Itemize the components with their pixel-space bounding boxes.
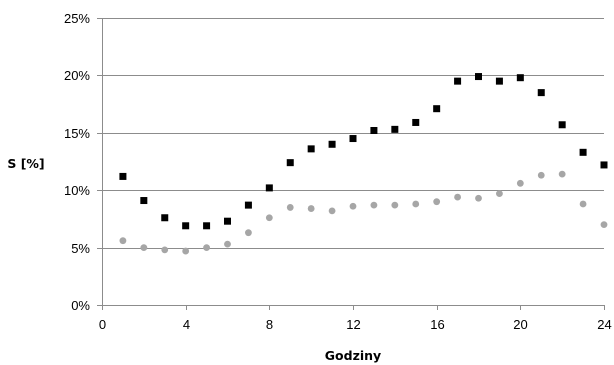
data-point-square <box>182 222 190 230</box>
data-point-circle <box>203 244 210 252</box>
y-tick-label: 20% <box>64 68 90 83</box>
data-point-square <box>244 201 252 209</box>
data-point-circle <box>161 246 169 254</box>
x-tick-label: 4 <box>183 317 190 332</box>
y-tick-label: 5% <box>71 241 90 256</box>
data-point-square <box>161 214 169 222</box>
data-point-square <box>600 161 608 169</box>
data-point-circle <box>140 244 148 252</box>
data-point-square <box>433 105 441 113</box>
x-tick-label: 16 <box>430 317 444 332</box>
data-point-square <box>391 125 399 133</box>
x-tick-label: 8 <box>266 317 273 332</box>
data-point-square <box>412 118 420 126</box>
data-point-circle <box>516 179 524 187</box>
data-point-square <box>119 172 127 180</box>
y-tick-labels: 0% 5% 10% 15% 20% 25% <box>64 11 90 313</box>
x-tick-labels: 0 4 8 12 16 20 24 <box>99 317 612 332</box>
data-point-circle <box>119 237 127 245</box>
data-point-circle <box>496 190 503 198</box>
y-tick-label: 0% <box>71 298 90 313</box>
data-point-circle <box>245 229 252 237</box>
data-point-square <box>537 89 545 97</box>
data-point-circle <box>433 198 441 206</box>
data-point-circle <box>286 204 294 211</box>
data-point-square <box>495 77 503 85</box>
data-point-square <box>307 145 315 153</box>
data-point-square <box>454 77 462 85</box>
data-points <box>119 73 608 255</box>
data-point-circle <box>328 207 336 215</box>
data-point-circle <box>391 201 399 209</box>
data-point-square <box>328 140 336 148</box>
axes <box>97 18 605 310</box>
data-point-circle <box>579 200 587 208</box>
data-point-square <box>579 148 587 156</box>
x-axis-title: Godziny <box>325 348 381 363</box>
data-point-square <box>265 184 273 192</box>
data-point-square <box>286 159 294 167</box>
y-axis-title: S [%] <box>7 156 44 171</box>
data-point-square <box>475 73 482 81</box>
data-point-circle <box>412 200 420 208</box>
x-tick-label: 24 <box>597 317 611 332</box>
data-point-circle <box>558 170 566 178</box>
data-point-square <box>203 222 211 230</box>
data-point-circle <box>475 194 482 202</box>
y-tick-label: 10% <box>64 183 90 198</box>
data-point-circle <box>182 247 190 255</box>
data-point-circle <box>454 193 461 201</box>
data-point-circle <box>307 205 315 212</box>
data-point-square <box>558 121 566 129</box>
data-point-circle <box>349 202 357 210</box>
x-tick-label: 20 <box>513 317 527 332</box>
data-point-square <box>224 217 231 225</box>
data-point-square <box>516 74 524 82</box>
x-tick-label: 12 <box>346 317 360 332</box>
data-point-circle <box>537 171 545 179</box>
data-point-square <box>370 127 378 135</box>
y-tick-label: 25% <box>64 11 90 26</box>
x-tick-label: 0 <box>99 317 106 332</box>
data-point-circle <box>600 221 608 229</box>
data-point-square <box>349 135 357 143</box>
gridlines <box>102 18 604 249</box>
data-point-circle <box>224 240 231 248</box>
data-point-circle <box>370 201 378 209</box>
data-point-circle <box>265 214 273 222</box>
data-point-square <box>140 197 148 205</box>
y-tick-label: 15% <box>64 126 90 141</box>
